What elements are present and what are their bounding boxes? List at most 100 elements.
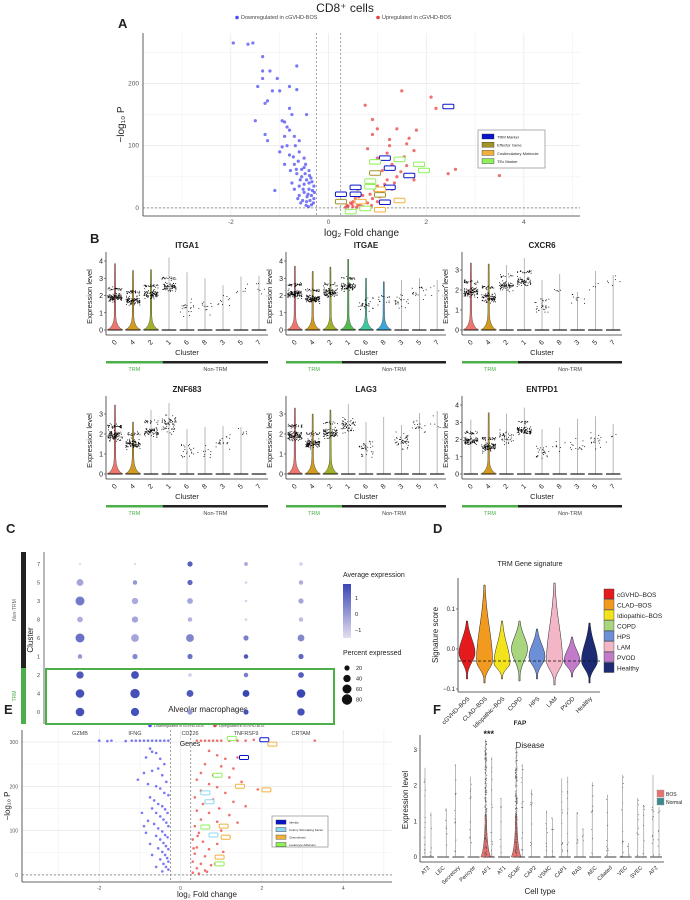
data-point: [319, 442, 321, 444]
data-point: [474, 282, 476, 284]
data-point: [297, 283, 299, 285]
data-point: [333, 428, 335, 430]
data-point: [506, 285, 508, 287]
x-tick-label: Pericyte: [459, 865, 477, 883]
data-point: [189, 444, 191, 446]
cluster-tick-label: 6: [538, 483, 546, 491]
data-point: [495, 444, 497, 446]
data-point: [156, 767, 160, 770]
data-point: [566, 812, 568, 814]
cluster-tick-label: 0: [291, 483, 299, 491]
data-point: [606, 854, 607, 856]
data-point: [476, 432, 478, 434]
data-point: [146, 292, 148, 294]
data-point: [113, 298, 115, 300]
data-point: [152, 294, 154, 296]
data-point: [294, 283, 296, 285]
violin-shape: [480, 412, 497, 475]
data-point: [172, 287, 174, 289]
data-point: [315, 301, 317, 303]
data-point: [152, 296, 154, 298]
data-point: [295, 440, 297, 442]
data-point: [559, 289, 561, 291]
data-point: [322, 435, 324, 437]
data-point: [297, 294, 299, 296]
data-point: [313, 434, 315, 436]
data-point: [298, 284, 300, 286]
data-point: [285, 125, 289, 129]
data-point: [619, 281, 621, 283]
data-point: [290, 435, 292, 437]
data-point: [567, 833, 569, 834]
non-trm-bar: [162, 505, 268, 508]
violin-shape: [375, 281, 392, 331]
data-point: [259, 289, 261, 291]
data-point: [147, 297, 149, 299]
cluster-tick-label: 1: [344, 339, 352, 347]
data-point: [144, 756, 148, 759]
data-point: [133, 304, 135, 306]
data-point: [516, 768, 518, 770]
data-point: [120, 293, 122, 295]
data-point: [112, 293, 114, 295]
data-point: [521, 802, 523, 804]
dot: [186, 634, 194, 642]
data-point: [119, 295, 121, 297]
data-point: [484, 439, 486, 441]
data-point: [155, 295, 157, 297]
data-point: [424, 852, 426, 854]
data-point: [334, 422, 336, 424]
data-point: [160, 830, 164, 833]
dot: [75, 596, 85, 606]
data-point: [465, 431, 467, 433]
data-point: [133, 298, 135, 300]
data-point: [353, 283, 355, 285]
data-point: [490, 832, 492, 833]
data-point: [405, 436, 407, 438]
data-point: [494, 294, 496, 296]
data-point: [149, 420, 151, 422]
data-point: [325, 422, 327, 424]
data-point: [294, 431, 296, 433]
data-point: [475, 437, 477, 439]
data-point: [505, 287, 507, 289]
data-point: [412, 292, 414, 294]
data-point: [375, 127, 379, 131]
data-point: [116, 431, 118, 433]
data-point: [421, 286, 423, 288]
data-point: [334, 426, 336, 428]
data-point: [354, 421, 356, 423]
data-point: [290, 293, 292, 295]
data-point: [407, 441, 409, 443]
data-point: [173, 421, 175, 423]
data-point: [407, 444, 409, 446]
data-point: [652, 816, 654, 817]
legend-swatch: [481, 141, 495, 148]
data-point: [130, 297, 132, 299]
data-point: [622, 831, 624, 833]
data-point: [109, 295, 111, 297]
data-point: [424, 425, 426, 427]
data-point: [644, 809, 646, 810]
data-point: [434, 106, 438, 110]
data-point: [336, 288, 338, 290]
data-point: [491, 443, 493, 445]
data-point: [256, 788, 260, 791]
data-point: [310, 299, 312, 301]
data-point: [500, 287, 502, 289]
data-point: [138, 293, 140, 295]
data-point: [289, 292, 291, 294]
data-point: [491, 771, 493, 773]
data-point: [135, 442, 137, 444]
data-point: [292, 134, 296, 138]
data-point: [516, 830, 518, 832]
data-point: [644, 806, 645, 808]
data-point: [481, 285, 483, 287]
data-point: [300, 291, 302, 293]
data-point: [490, 437, 492, 439]
x-tick-label: RAS: [571, 865, 583, 877]
data-point: [166, 431, 168, 433]
data-point: [551, 850, 553, 852]
data-point: [516, 802, 518, 804]
data-point: [400, 442, 402, 444]
